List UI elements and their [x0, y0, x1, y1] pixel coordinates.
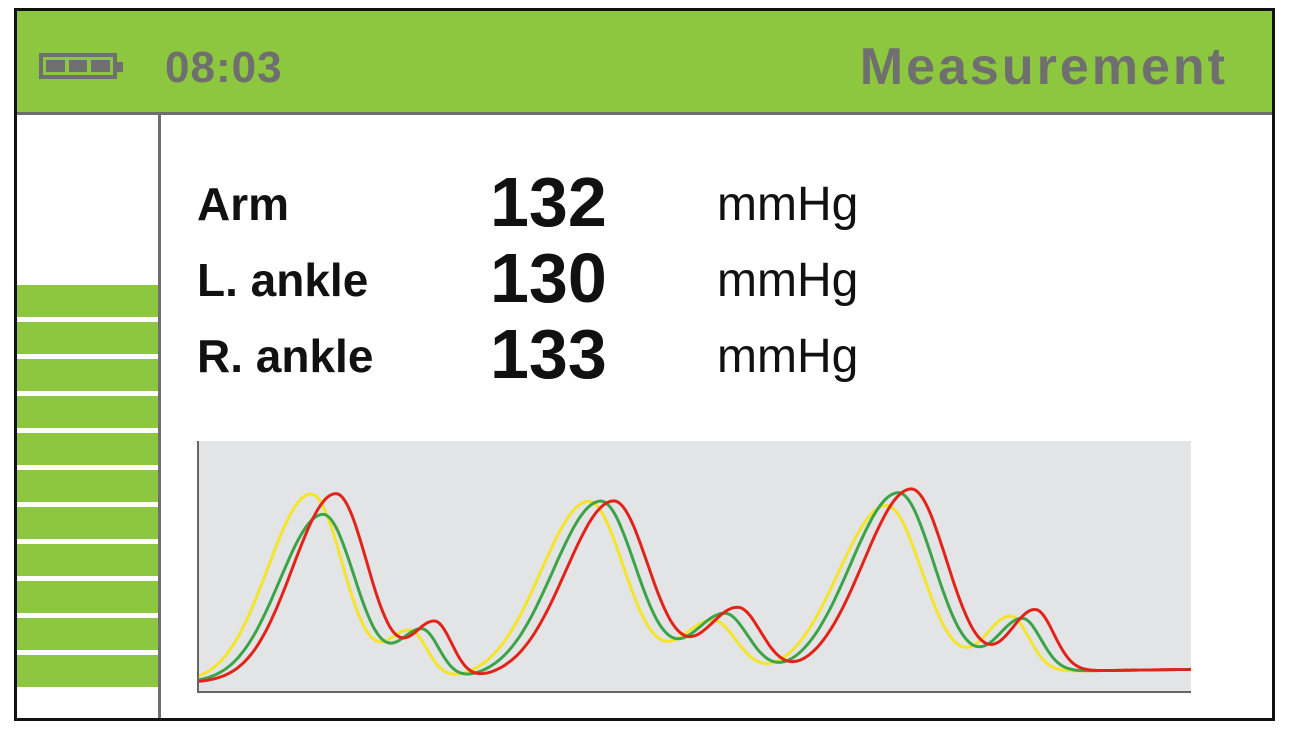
level-bar [17, 655, 158, 687]
status-bar: 08:03 Measurement [17, 11, 1272, 115]
level-bar [17, 433, 158, 465]
reading-value: 133 [490, 315, 607, 393]
level-indicator [17, 115, 161, 718]
device-screen: 08:03 Measurement Arm 132 mmHg L. ankle … [14, 8, 1275, 721]
reading-value: 130 [490, 239, 607, 317]
level-bar [17, 470, 158, 502]
reading-unit: mmHg [717, 178, 859, 231]
reading-label: L. ankle [197, 254, 369, 306]
screen-title: Measurement [859, 38, 1228, 96]
battery-full-icon [39, 53, 123, 79]
reading-label: Arm [197, 178, 290, 230]
level-bar [17, 322, 158, 354]
level-bar [17, 285, 158, 317]
reading-unit: mmHg [717, 330, 859, 383]
clock-time: 08:03 [165, 43, 283, 92]
reading-label: R. ankle [197, 330, 374, 382]
reading-unit: mmHg [717, 254, 859, 307]
level-bar [17, 359, 158, 391]
waveform-line [199, 487, 1191, 683]
waveform-svg [199, 487, 1191, 683]
reading-value: 132 [490, 163, 607, 241]
level-bar [17, 544, 158, 576]
waveform-line [199, 491, 1191, 682]
level-bar [17, 618, 158, 650]
level-bar [17, 581, 158, 613]
level-bar [17, 396, 158, 428]
pulse-waveform-plot [197, 441, 1191, 693]
level-bar [17, 507, 158, 539]
waveform-line [199, 492, 1191, 678]
